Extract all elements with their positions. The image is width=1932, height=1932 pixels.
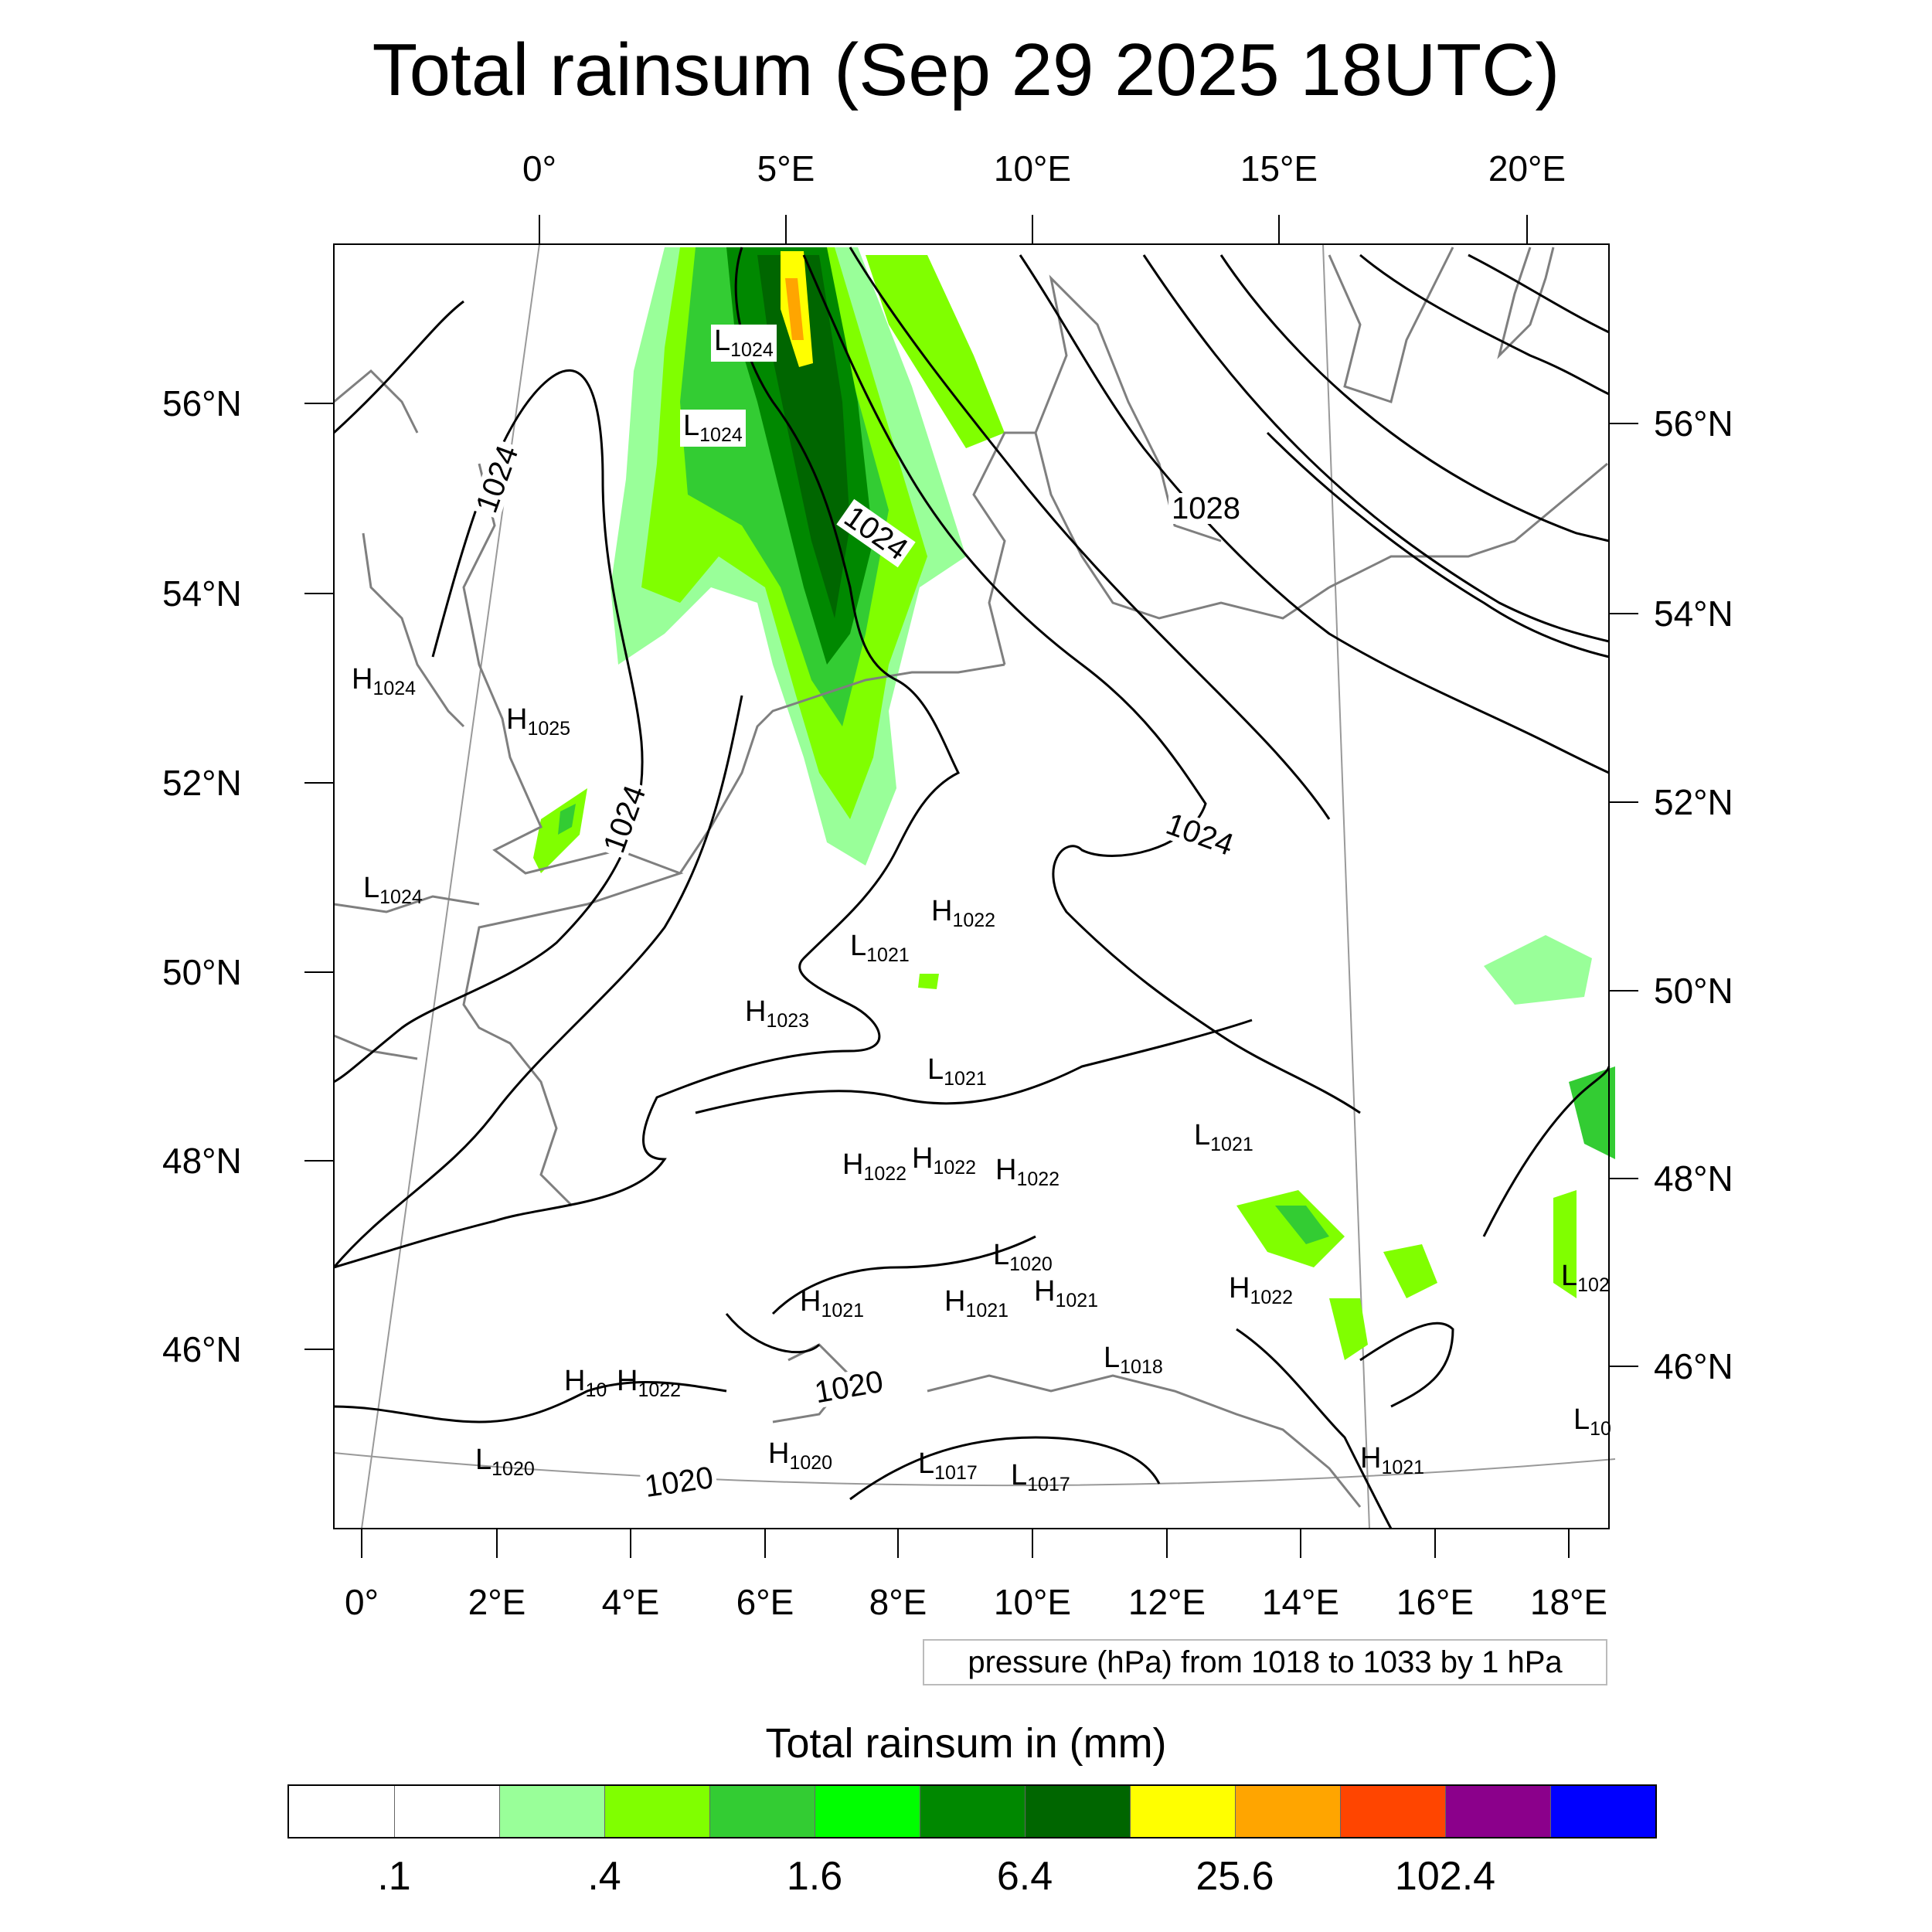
left-axis-label: 52°N	[162, 763, 242, 803]
pressure-system-label: H1023	[745, 995, 810, 1032]
bottom-axis-label: 6°E	[736, 1582, 794, 1622]
pressure-system-label: L1020	[475, 1444, 535, 1480]
pressure-system-label: L1017	[918, 1447, 978, 1484]
precipitation-field	[533, 247, 1615, 1360]
pressure-system-label: L1021	[927, 1053, 987, 1090]
pressure-system-label: L1024	[680, 410, 746, 447]
right-axis-label: 46°N	[1654, 1346, 1733, 1386]
bottom-axis-label: 2°E	[468, 1582, 526, 1622]
colorbar-swatch	[289, 1786, 394, 1837]
right-axis-label: 48°N	[1654, 1158, 1733, 1199]
colorbar-tick-label: .4	[587, 1854, 621, 1899]
right-axis-label: 56°N	[1654, 403, 1733, 444]
colorbar-swatch	[1025, 1786, 1130, 1837]
colorbar	[287, 1784, 1657, 1838]
pressure-system-label: L1020	[993, 1239, 1053, 1275]
pressure-system-label: L1024	[711, 325, 777, 362]
colorbar-swatch	[1130, 1786, 1235, 1837]
pressure-system-label: H1022	[912, 1142, 977, 1179]
pressure-system-label: H1021	[944, 1285, 1009, 1321]
colorbar-swatch	[394, 1786, 499, 1837]
colorbar-swatch	[1550, 1786, 1655, 1837]
pressure-system-label: H1022	[1229, 1272, 1294, 1308]
left-axis-label: 54°N	[162, 573, 242, 614]
colorbar-title: Total rainsum in (mm)	[765, 1720, 1167, 1767]
colorbar-swatch	[1340, 1786, 1445, 1837]
left-axis-label: 48°N	[162, 1141, 242, 1181]
pressure-system-label: H1024	[352, 663, 417, 699]
colorbar-swatch	[1445, 1786, 1550, 1837]
colorbar-swatch	[1235, 1786, 1340, 1837]
pressure-system-label: H10	[564, 1365, 607, 1401]
top-axis-label: 15°E	[1240, 148, 1318, 189]
pressure-system-label: H1022	[842, 1148, 907, 1185]
colorbar-tick-label: 6.4	[996, 1854, 1053, 1899]
colorbar-swatch	[604, 1786, 709, 1837]
pressure-system-label: H1022	[931, 895, 996, 931]
isobar-label: 1028	[1168, 493, 1243, 524]
axis-ticks	[304, 215, 1638, 1558]
top-axis-label: 0°	[522, 148, 556, 189]
pressure-system-label: H1020	[768, 1437, 833, 1474]
left-axis-label: 46°N	[162, 1329, 242, 1369]
bottom-axis-label: 0°	[345, 1582, 379, 1622]
colorbar-tick-label: 25.6	[1196, 1854, 1274, 1899]
pressure-system-label: L1024	[363, 872, 423, 908]
bottom-axis-label: 10°E	[993, 1582, 1072, 1622]
contour-legend-note: pressure (hPa) from 1018 to 1033 by 1 hP…	[923, 1639, 1607, 1685]
isobars	[332, 247, 1611, 1529]
pressure-system-label: H1021	[800, 1285, 865, 1321]
bottom-axis-label: 18°E	[1529, 1582, 1608, 1622]
plot-border	[333, 243, 1610, 1529]
bottom-axis-label: 12°E	[1128, 1582, 1206, 1622]
right-axis-label: 50°N	[1654, 971, 1733, 1011]
bottom-axis-label: 8°E	[869, 1582, 927, 1622]
pressure-system-label: H1022	[995, 1154, 1060, 1190]
pressure-system-label: H1025	[506, 703, 571, 740]
pressure-system-label: L1017	[1011, 1459, 1070, 1495]
top-axis-label: 5°E	[757, 148, 815, 189]
pressure-system-label: H1021	[1034, 1275, 1099, 1311]
pressure-system-label: L1021	[850, 930, 910, 966]
colorbar-swatch	[815, 1786, 920, 1837]
pressure-system-label: L102	[1561, 1260, 1610, 1296]
colorbar-swatch	[709, 1786, 815, 1837]
colorbar-swatch	[499, 1786, 604, 1837]
colorbar-tick-label: .1	[377, 1854, 411, 1899]
right-axis-label: 52°N	[1654, 782, 1733, 822]
bottom-axis-label: 16°E	[1396, 1582, 1475, 1622]
map-title: Total rainsum (Sep 29 2025 18UTC)	[372, 29, 1560, 111]
left-axis-label: 50°N	[162, 952, 242, 992]
bottom-axis-label: 14°E	[1261, 1582, 1340, 1622]
pressure-system-label: L10	[1573, 1403, 1611, 1440]
top-axis-label: 10°E	[993, 148, 1072, 189]
colorbar-tick-label: 1.6	[786, 1854, 843, 1899]
pressure-system-label: H1021	[1360, 1442, 1425, 1478]
pressure-system-label: H1022	[617, 1365, 682, 1401]
coastlines	[333, 247, 1608, 1508]
pressure-system-label: L1021	[1194, 1119, 1253, 1155]
colorbar-tick-label: 102.4	[1394, 1854, 1496, 1899]
top-axis-label: 20°E	[1488, 148, 1566, 189]
left-axis-label: 56°N	[162, 383, 242, 423]
bottom-axis-label: 4°E	[601, 1582, 660, 1622]
pressure-system-label: L1018	[1104, 1342, 1163, 1378]
colorbar-swatch	[920, 1786, 1025, 1837]
right-axis-label: 54°N	[1654, 594, 1733, 634]
